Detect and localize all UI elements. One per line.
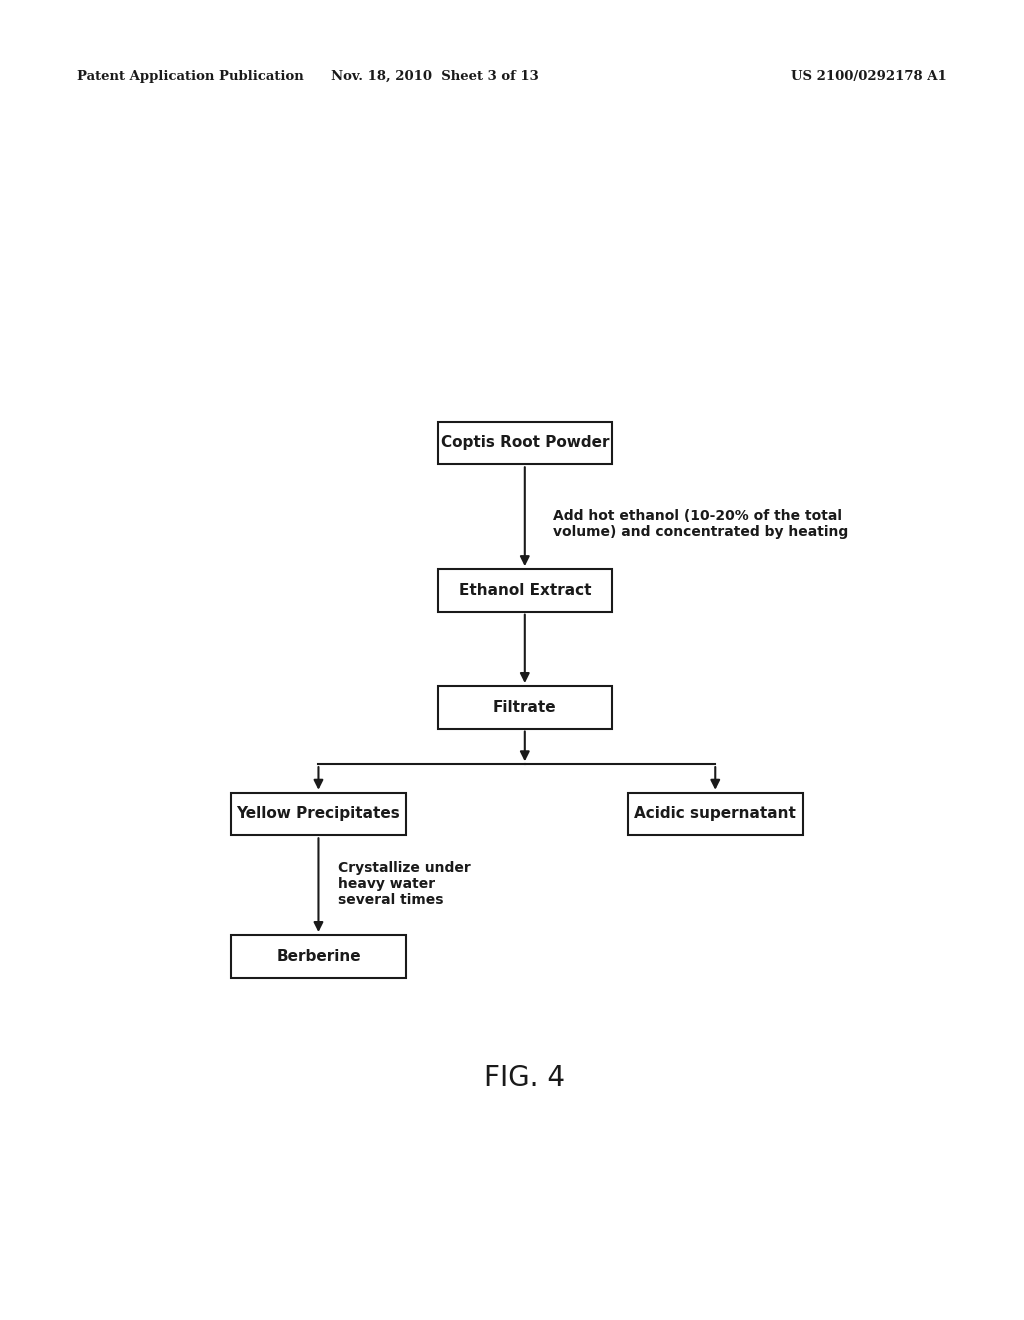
Bar <box>437 569 612 611</box>
Text: Filtrate: Filtrate <box>493 700 557 714</box>
Bar <box>437 686 612 729</box>
Text: Patent Application Publication: Patent Application Publication <box>77 70 303 83</box>
Bar <box>628 792 803 836</box>
Text: Yellow Precipitates: Yellow Precipitates <box>237 807 400 821</box>
Text: Coptis Root Powder: Coptis Root Powder <box>440 436 609 450</box>
Text: Crystallize under
heavy water
several times: Crystallize under heavy water several ti… <box>338 861 471 907</box>
Text: FIG. 4: FIG. 4 <box>484 1064 565 1092</box>
Text: Nov. 18, 2010  Sheet 3 of 13: Nov. 18, 2010 Sheet 3 of 13 <box>332 70 539 83</box>
Bar <box>231 792 406 836</box>
Bar <box>437 421 612 465</box>
Bar <box>231 935 406 978</box>
Text: Berberine: Berberine <box>276 949 360 964</box>
Text: Ethanol Extract: Ethanol Extract <box>459 583 591 598</box>
Text: Add hot ethanol (10-20% of the total
volume) and concentrated by heating: Add hot ethanol (10-20% of the total vol… <box>553 510 848 540</box>
Text: US 2100/0292178 A1: US 2100/0292178 A1 <box>792 70 947 83</box>
Text: Acidic supernatant: Acidic supernatant <box>634 807 797 821</box>
